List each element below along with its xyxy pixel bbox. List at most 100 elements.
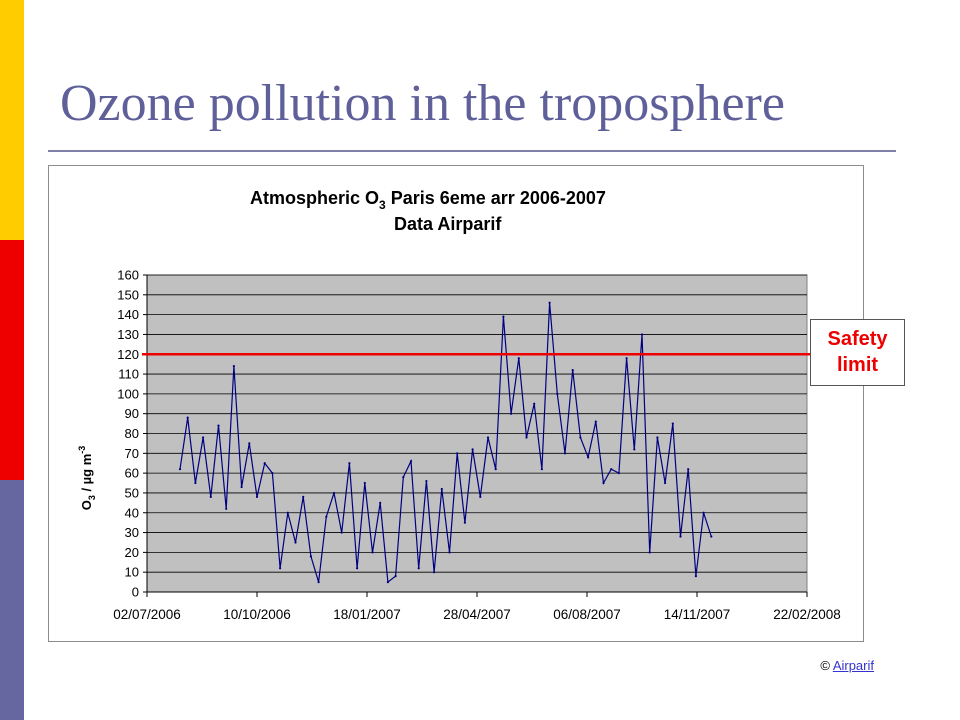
data-point [248,442,251,445]
data-point [548,301,551,304]
data-point [202,436,205,439]
x-tick-label: 14/11/2007 [664,607,731,622]
data-point [664,481,667,485]
data-point [294,541,297,544]
copyright-notice: © Airparif [820,658,874,673]
data-point [309,555,312,558]
safety-callout-line2: limit [836,354,879,376]
data-point [379,501,382,504]
x-tick-label: 22/02/2008 [773,607,841,622]
data-point [356,567,359,570]
accent-stripe-yellow [0,0,24,240]
data-point [533,402,536,405]
data-point [217,424,220,427]
data-point [610,468,613,471]
y-tick-label: 100 [117,386,139,401]
data-point [625,357,628,360]
slide-title: Ozone pollution in the troposphere [60,75,785,132]
data-point [456,452,459,455]
data-point [386,580,389,584]
y-tick-label: 160 [117,268,139,283]
data-point [494,468,497,471]
y-tick-label: 150 [117,287,139,302]
data-point [348,462,351,465]
data-point [209,495,212,498]
data-point [325,515,328,518]
y-tick-label: 120 [117,347,139,362]
y-tick-label: 40 [125,505,139,520]
ozone-chart: Atmospheric O3 Paris 6eme arr 2006-2007 … [77,188,841,622]
data-point [579,436,582,439]
data-point [178,468,182,471]
data-point [409,460,413,463]
data-point [279,567,282,570]
data-point [710,535,713,538]
y-tick-label: 0 [132,585,139,600]
chart-frame: Atmospheric O3 Paris 6eme arr 2006-2007 … [48,165,864,642]
chart-title: Atmospheric O3 Paris 6eme arr 2006-2007 [250,188,606,212]
x-tick-label: 28/04/2007 [443,607,511,622]
y-tick-label: 10 [125,565,139,580]
data-point [186,416,189,419]
title-divider [48,150,896,152]
data-point [540,468,543,471]
data-point [486,436,490,439]
data-point [694,575,698,578]
data-point [317,580,320,584]
y-tick-label: 50 [125,485,139,500]
copyright-symbol: © [820,658,830,673]
data-point [640,333,644,336]
data-point [633,448,636,451]
safety-callout-line1: Safety [827,328,888,350]
data-point [232,365,235,368]
accent-stripe-blue [0,480,24,720]
data-point [510,412,513,415]
data-point [448,551,451,554]
data-point [471,448,474,451]
ozone-series-line [179,302,712,584]
data-point [517,357,520,360]
y-tick-label: 60 [125,466,139,481]
y-tick-label: 90 [125,406,139,421]
data-point [394,575,397,578]
data-point [594,420,597,423]
data-point [240,485,243,489]
data-point [571,369,574,372]
y-tick-label: 140 [117,307,139,322]
data-point [440,487,443,491]
data-point [463,521,466,524]
y-tick-label: 110 [118,367,139,382]
data-point [225,507,228,510]
data-point [587,456,590,459]
data-point [402,475,405,479]
x-tick-label: 06/08/2007 [553,607,621,622]
y-tick-label: 80 [125,426,139,441]
data-point [679,535,682,538]
y-tick-label: 30 [125,525,139,540]
data-point [255,495,259,498]
data-point [340,531,343,534]
data-point [371,551,374,554]
data-point [656,436,659,439]
y-tick-label: 130 [117,327,139,342]
x-tick-label: 10/10/2006 [223,607,291,622]
data-point [263,462,266,465]
data-point [602,481,605,485]
data-point [425,479,428,483]
data-point [617,472,621,475]
x-tick-label: 02/07/2006 [113,607,181,622]
data-point [479,495,482,498]
y-tick-label: 20 [125,545,139,560]
data-point [194,481,197,485]
data-point [363,481,366,485]
airparif-link[interactable]: Airparif [832,658,874,673]
data-point [687,468,690,471]
data-point [433,571,436,574]
x-tick-label: 18/01/2007 [333,607,401,622]
y-axis-label: O3 / µg m-3 [77,446,97,511]
data-point [417,567,420,570]
data-point [563,452,567,455]
data-point [671,422,674,425]
safety-limit-callout: Safety limit [810,319,905,386]
data-point [502,315,505,318]
